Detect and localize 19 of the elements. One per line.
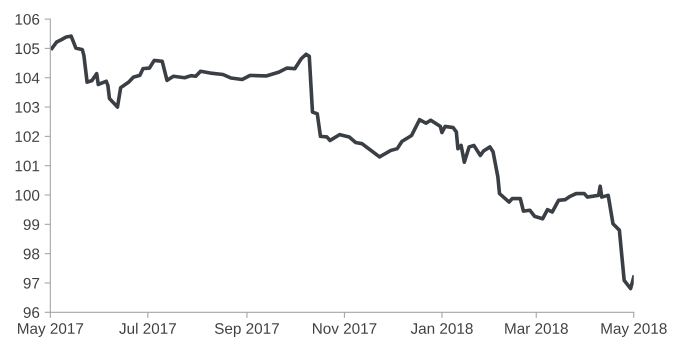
y-tick-label: 100 xyxy=(16,190,40,201)
x-tick-label: Sep 2017 xyxy=(214,323,279,337)
x-tick-label: Jul 2017 xyxy=(119,322,176,334)
x-tick-label: Jan 2018 xyxy=(410,323,473,334)
y-tick-label: 96 xyxy=(24,307,40,318)
y-tick-label: 99 xyxy=(24,219,40,230)
y-tick-label: 97 xyxy=(24,278,40,289)
x-tick-label: May 2017 xyxy=(18,323,84,337)
y-tick-label: 103 xyxy=(16,102,40,113)
x-tick-label: May 2018 xyxy=(601,323,667,337)
x-tick-label: Nov 2017 xyxy=(312,323,376,334)
y-tick-label: 101 xyxy=(16,160,40,172)
y-tick-label: 98 xyxy=(24,248,40,260)
y-tick-label: 105 xyxy=(16,43,40,54)
line-series xyxy=(50,34,634,290)
x-tick-label: Mar 2018 xyxy=(505,323,568,334)
y-tick-label: 106 xyxy=(16,14,40,25)
y-tick-label: 102 xyxy=(16,131,40,142)
y-tick-label: 104 xyxy=(16,72,40,84)
